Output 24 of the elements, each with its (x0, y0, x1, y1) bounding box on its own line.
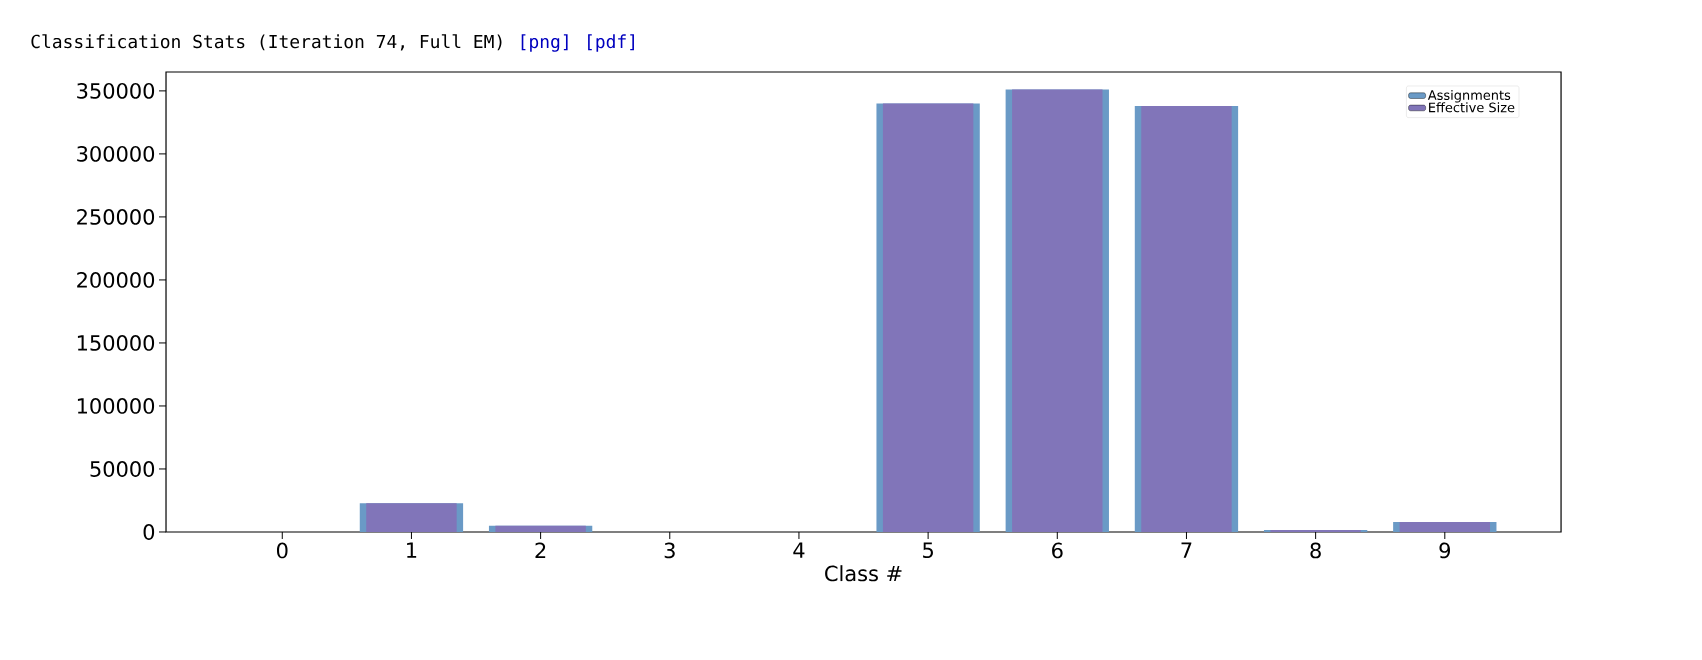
x-tick-label: 5 (923, 542, 933, 559)
y-tick-label: 300000 (77, 145, 155, 162)
y-tick-label: 350000 (77, 82, 155, 99)
x-tick-label: 1 (407, 542, 417, 558)
chart-title: Classification Stats (Iteration 74, Full EM) (31, 34, 502, 51)
x-tick-label: 6 (1052, 542, 1063, 559)
x-tick-label: 8 (1310, 542, 1321, 559)
text: [pdf] (588, 34, 634, 52)
legend-label: Effective Size (1429, 102, 1515, 113)
x-tick-label: 2 (535, 542, 546, 559)
legend-label: Assignments (1427, 89, 1511, 103)
y-tick-label: 100000 (77, 398, 155, 414)
text: [png] (521, 34, 568, 52)
x-tick-label: 0 (276, 542, 288, 559)
x-tick-label: 3 (664, 542, 675, 559)
x-axis-title: Class # (825, 565, 902, 582)
y-tick-label: 200000 (77, 272, 155, 288)
x-tick-label: 7 (1181, 542, 1192, 558)
x-tick-label: 4 (793, 542, 805, 558)
y-tick-label: 0 (143, 524, 155, 540)
y-tick-label: 50000 (90, 461, 155, 477)
y-tick-label: 150000 (77, 335, 155, 351)
y-tick-label: 250000 (77, 209, 155, 225)
x-tick-label: 9 (1439, 542, 1450, 559)
